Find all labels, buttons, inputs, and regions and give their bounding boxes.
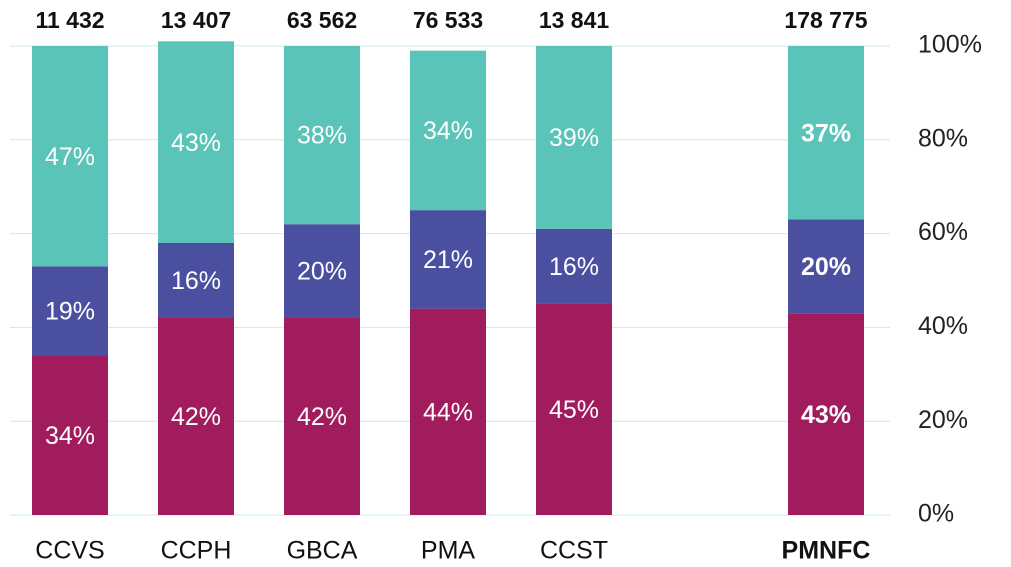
value-label: 45% [549, 396, 599, 424]
bar-segment [158, 242, 234, 319]
bar-segment [32, 266, 108, 356]
bar-segment [410, 210, 486, 309]
y-tick-label: 20% [918, 406, 968, 434]
value-label: 19% [45, 298, 95, 326]
y-tick-label: 100% [918, 31, 982, 59]
bar-segment [536, 303, 612, 515]
value-label: 34% [423, 117, 473, 145]
value-label: 21% [423, 246, 473, 274]
value-label: 47% [45, 143, 95, 171]
y-tick-label: 0% [918, 500, 954, 528]
x-tick-label: PMNFC [782, 537, 871, 565]
bar-segment [536, 46, 612, 229]
value-label: 16% [171, 267, 221, 295]
x-tick-label: CCVS [35, 537, 104, 565]
bar-segment [788, 219, 864, 314]
value-label: 16% [549, 253, 599, 281]
bar-segment [32, 46, 108, 267]
value-label: 20% [801, 253, 851, 281]
total-label: 13 407 [161, 7, 231, 33]
bar-segment [284, 318, 360, 515]
y-tick-label: 40% [918, 312, 968, 340]
x-tick-label: CCST [540, 537, 608, 565]
x-tick-label: GBCA [287, 537, 358, 565]
bar-segment [158, 318, 234, 515]
total-label: 11 432 [35, 7, 104, 33]
total-label: 178 775 [784, 7, 867, 33]
x-tick-label: PMA [421, 537, 476, 565]
value-label: 44% [423, 398, 473, 426]
value-label: 43% [171, 129, 221, 157]
bar-segment [284, 224, 360, 319]
value-label: 37% [801, 119, 851, 147]
x-tick-label: CCPH [161, 537, 232, 565]
y-tick-label: 60% [918, 218, 968, 246]
value-label: 42% [171, 403, 221, 431]
value-label: 20% [297, 258, 347, 286]
total-label: 13 841 [539, 7, 610, 33]
bar-segment [410, 50, 486, 211]
value-label: 39% [549, 124, 599, 152]
bar-segment [410, 308, 486, 515]
y-tick-label: 80% [918, 124, 968, 152]
bar-segment [788, 46, 864, 220]
bar-segment [284, 46, 360, 225]
value-label: 42% [297, 403, 347, 431]
bar-segment [158, 41, 234, 243]
total-label: 76 533 [413, 7, 483, 33]
bar-segment [788, 313, 864, 515]
value-label: 43% [801, 401, 851, 429]
bar-segment [32, 355, 108, 515]
value-label: 34% [45, 422, 95, 450]
value-label: 38% [297, 122, 347, 150]
bar-segment [536, 228, 612, 304]
total-label: 63 562 [287, 7, 357, 33]
